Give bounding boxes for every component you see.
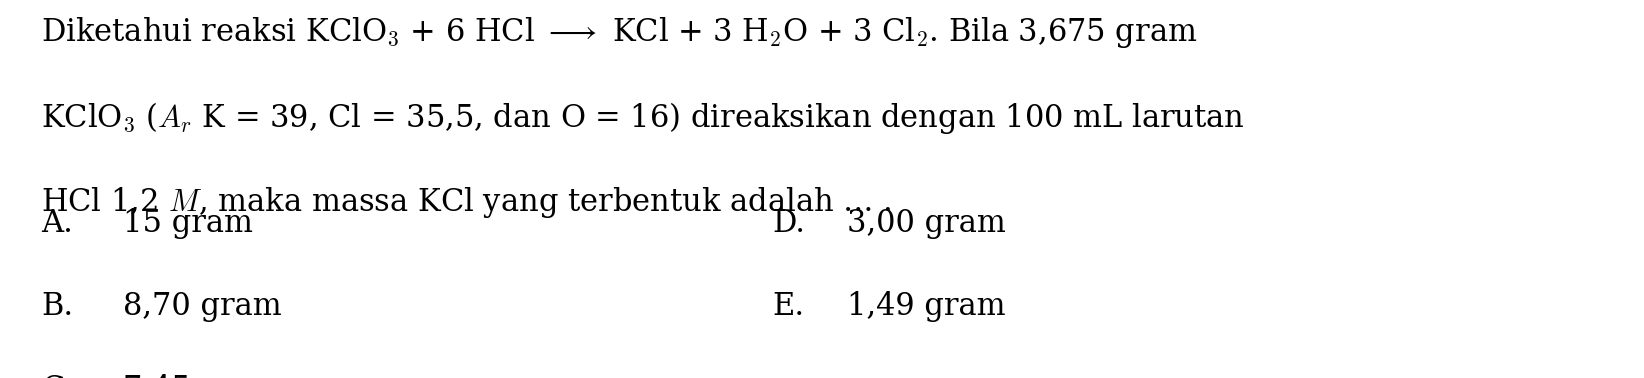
Text: B.: B. [41, 291, 74, 322]
Text: HCl 1,2 $M$, maka massa KCl yang terbentuk adalah … .: HCl 1,2 $M$, maka massa KCl yang terbent… [41, 185, 891, 220]
Text: 1,49 gram: 1,49 gram [847, 291, 1004, 322]
Text: D.: D. [773, 208, 806, 239]
Text: 3,00 gram: 3,00 gram [847, 208, 1006, 239]
Text: C.: C. [41, 374, 72, 378]
Text: 15 gram: 15 gram [123, 208, 253, 239]
Text: 8,70 gram: 8,70 gram [123, 291, 283, 322]
Text: E.: E. [773, 291, 806, 322]
Text: KClO$_3$ ($A_r$ K = 39, Cl = 35,5, dan O = 16) direaksikan dengan 100 mL larutan: KClO$_3$ ($A_r$ K = 39, Cl = 35,5, dan O… [41, 100, 1245, 136]
Text: A.: A. [41, 208, 72, 239]
Text: 7,45 gram: 7,45 gram [123, 374, 283, 378]
Text: Diketahui reaksi KClO$_3$ + 6 HCl $\longrightarrow$ KCl + 3 H$_2$O + 3 Cl$_2$. B: Diketahui reaksi KClO$_3$ + 6 HCl $\long… [41, 15, 1197, 50]
